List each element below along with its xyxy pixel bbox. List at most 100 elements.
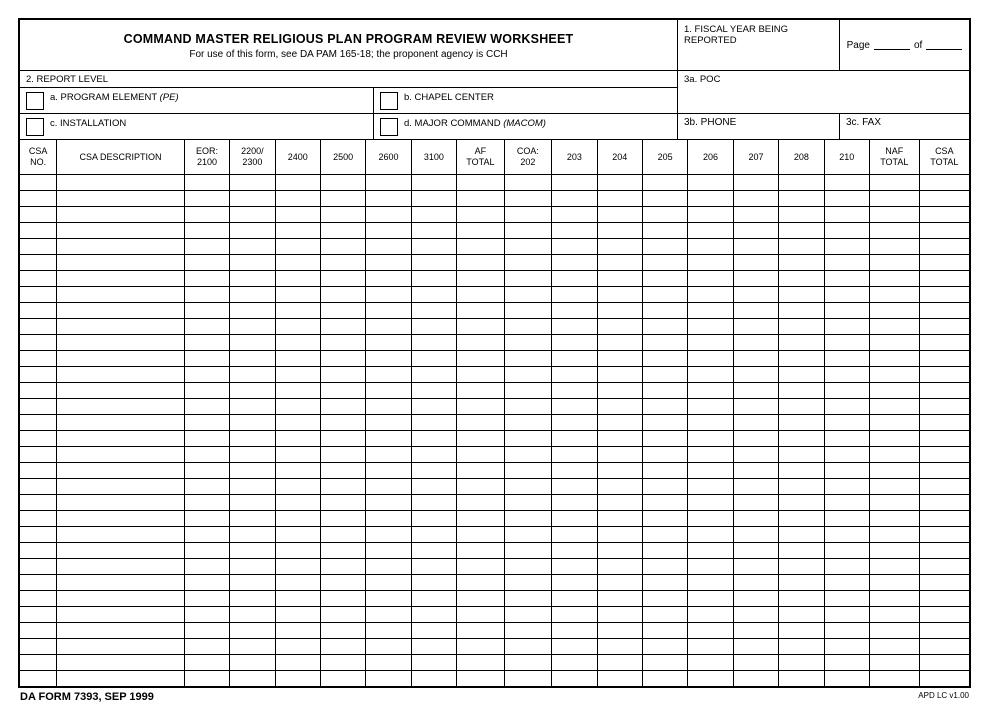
table-cell[interactable] — [57, 382, 185, 398]
table-cell[interactable] — [230, 190, 275, 206]
table-cell[interactable] — [320, 318, 365, 334]
table-cell[interactable] — [688, 350, 733, 366]
table-cell[interactable] — [230, 206, 275, 222]
table-cell[interactable] — [733, 398, 778, 414]
table-cell[interactable] — [688, 494, 733, 510]
table-cell[interactable] — [366, 238, 411, 254]
table-cell[interactable] — [411, 206, 456, 222]
table-cell[interactable] — [688, 366, 733, 382]
table-cell[interactable] — [733, 654, 778, 670]
table-cell[interactable] — [869, 318, 919, 334]
table-cell[interactable] — [275, 334, 320, 350]
table-cell[interactable] — [733, 526, 778, 542]
table-cell[interactable] — [504, 462, 552, 478]
table-cell[interactable] — [919, 238, 969, 254]
table-cell[interactable] — [733, 318, 778, 334]
table-cell[interactable] — [642, 206, 687, 222]
fiscal-year-block[interactable]: 1. FISCAL YEAR BEING REPORTED — [678, 20, 840, 71]
table-cell[interactable] — [57, 430, 185, 446]
table-cell[interactable] — [642, 590, 687, 606]
table-cell[interactable] — [642, 334, 687, 350]
table-cell[interactable] — [20, 558, 57, 574]
table-cell[interactable] — [597, 590, 642, 606]
table-cell[interactable] — [20, 414, 57, 430]
table-cell[interactable] — [57, 350, 185, 366]
table-cell[interactable] — [184, 606, 229, 622]
table-cell[interactable] — [20, 574, 57, 590]
table-cell[interactable] — [552, 174, 597, 190]
table-cell[interactable] — [57, 542, 185, 558]
table-cell[interactable] — [366, 398, 411, 414]
table-cell[interactable] — [869, 350, 919, 366]
table-cell[interactable] — [275, 206, 320, 222]
table-cell[interactable] — [275, 462, 320, 478]
table-cell[interactable] — [504, 542, 552, 558]
table-cell[interactable] — [552, 526, 597, 542]
table-cell[interactable] — [824, 382, 869, 398]
page-number-input[interactable] — [874, 40, 910, 50]
table-cell[interactable] — [320, 366, 365, 382]
table-cell[interactable] — [184, 334, 229, 350]
table-cell[interactable] — [597, 478, 642, 494]
table-cell[interactable] — [733, 238, 778, 254]
table-cell[interactable] — [597, 494, 642, 510]
table-cell[interactable] — [184, 286, 229, 302]
checkbox-chapel[interactable] — [380, 92, 398, 110]
table-cell[interactable] — [504, 478, 552, 494]
table-cell[interactable] — [597, 606, 642, 622]
table-cell[interactable] — [411, 542, 456, 558]
table-cell[interactable] — [504, 334, 552, 350]
table-cell[interactable] — [824, 558, 869, 574]
table-cell[interactable] — [824, 526, 869, 542]
table-cell[interactable] — [184, 414, 229, 430]
table-cell[interactable] — [275, 366, 320, 382]
table-cell[interactable] — [597, 238, 642, 254]
table-cell[interactable] — [642, 622, 687, 638]
table-cell[interactable] — [779, 526, 824, 542]
table-cell[interactable] — [552, 446, 597, 462]
table-cell[interactable] — [824, 606, 869, 622]
table-cell[interactable] — [184, 190, 229, 206]
table-cell[interactable] — [57, 366, 185, 382]
table-cell[interactable] — [57, 606, 185, 622]
table-cell[interactable] — [320, 670, 365, 686]
poc-block[interactable]: 3a. POC — [678, 71, 969, 114]
table-cell[interactable] — [275, 190, 320, 206]
table-cell[interactable] — [366, 542, 411, 558]
table-cell[interactable] — [366, 174, 411, 190]
table-cell[interactable] — [552, 414, 597, 430]
table-cell[interactable] — [824, 638, 869, 654]
table-cell[interactable] — [779, 254, 824, 270]
table-cell[interactable] — [57, 446, 185, 462]
table-cell[interactable] — [597, 174, 642, 190]
table-cell[interactable] — [366, 590, 411, 606]
table-cell[interactable] — [597, 670, 642, 686]
table-cell[interactable] — [366, 638, 411, 654]
table-cell[interactable] — [597, 222, 642, 238]
table-cell[interactable] — [184, 446, 229, 462]
table-cell[interactable] — [733, 366, 778, 382]
table-cell[interactable] — [779, 654, 824, 670]
table-cell[interactable] — [504, 606, 552, 622]
table-cell[interactable] — [184, 462, 229, 478]
table-cell[interactable] — [366, 478, 411, 494]
table-cell[interactable] — [688, 414, 733, 430]
table-cell[interactable] — [184, 526, 229, 542]
table-cell[interactable] — [504, 558, 552, 574]
table-cell[interactable] — [320, 286, 365, 302]
table-cell[interactable] — [275, 270, 320, 286]
table-cell[interactable] — [733, 478, 778, 494]
table-cell[interactable] — [20, 222, 57, 238]
table-cell[interactable] — [457, 622, 505, 638]
table-cell[interactable] — [411, 558, 456, 574]
table-cell[interactable] — [320, 622, 365, 638]
table-cell[interactable] — [779, 590, 824, 606]
table-cell[interactable] — [779, 622, 824, 638]
table-cell[interactable] — [411, 286, 456, 302]
table-cell[interactable] — [320, 270, 365, 286]
table-cell[interactable] — [184, 382, 229, 398]
table-cell[interactable] — [597, 206, 642, 222]
table-cell[interactable] — [184, 206, 229, 222]
table-cell[interactable] — [230, 590, 275, 606]
table-cell[interactable] — [779, 542, 824, 558]
